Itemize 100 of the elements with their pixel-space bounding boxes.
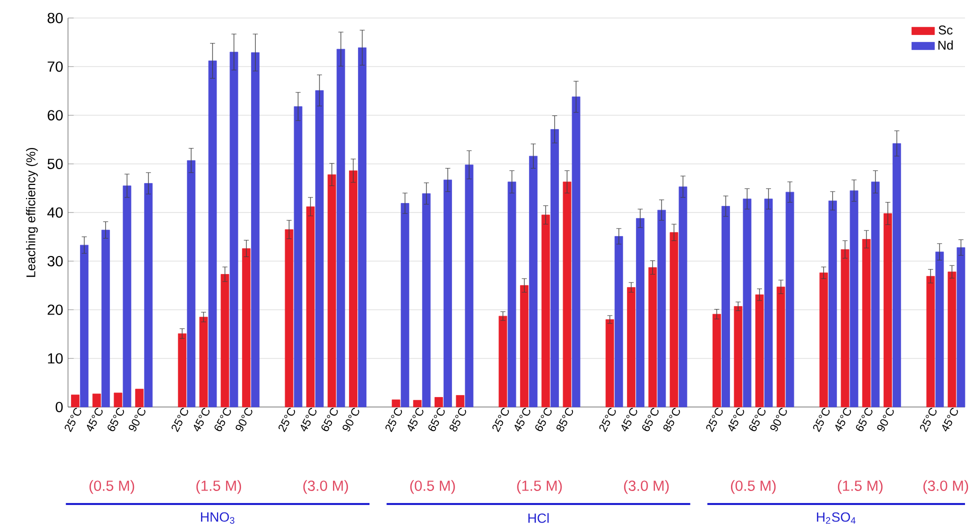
bar [208, 60, 217, 408]
bar [242, 248, 251, 408]
x-tick-label: 25°C [813, 408, 830, 432]
x-tick-label: 25°C [706, 408, 723, 432]
y-tick-label: 10 [48, 353, 63, 364]
x-tick-label: 45°C [408, 408, 424, 432]
text: (3.0 M) [624, 480, 669, 494]
bar [498, 316, 508, 408]
x-tick-label: 90°C [236, 408, 252, 432]
bar [892, 143, 902, 408]
bar [627, 287, 636, 408]
text: H$_{2}$SO$_{4}$ [816, 512, 856, 524]
x-tick-label: 90°C [128, 408, 146, 432]
bar [935, 252, 944, 408]
y-tick-label: 20 [48, 304, 63, 315]
x-tick-label: 45°C [942, 408, 958, 432]
bar [122, 186, 132, 408]
bar [614, 236, 624, 408]
x-tick-label: 65°C [749, 408, 766, 432]
bar [71, 394, 80, 408]
bar [742, 198, 752, 408]
bar [306, 206, 315, 408]
text: (0.5 M) [730, 480, 776, 494]
x-tick-label: 25°C [64, 408, 82, 432]
legend-label: Sc [938, 26, 953, 35]
x-tick-label: 45°C [86, 408, 103, 432]
bar [251, 52, 260, 408]
bar [464, 164, 474, 408]
bar [456, 395, 464, 408]
text: (3.0 M) [923, 480, 968, 494]
bar [144, 183, 153, 408]
bar [422, 193, 431, 408]
text: HNO$_{3}$ [201, 512, 234, 524]
x-tick-label: 25°C [172, 408, 188, 432]
bar [101, 230, 110, 408]
bar [657, 210, 666, 408]
y-tick-label: 70 [48, 61, 63, 72]
bar [828, 200, 837, 408]
bar [444, 180, 452, 408]
bar [199, 316, 208, 408]
bar [284, 229, 294, 408]
bar [520, 285, 529, 408]
bar [178, 333, 186, 408]
x-tick-label: 25°C [385, 408, 402, 432]
x-tick-label: 85°C [450, 408, 466, 432]
bar [678, 186, 688, 408]
bar [220, 274, 230, 408]
bar [392, 400, 400, 408]
y-tick-label: 60 [48, 110, 63, 120]
bar [648, 267, 657, 408]
x-tick-label: 45°C [514, 408, 530, 432]
text: (0.5 M) [410, 480, 455, 494]
bar [871, 182, 880, 408]
bar [636, 218, 644, 408]
bar [508, 182, 516, 408]
bar [550, 129, 559, 408]
bar [529, 156, 538, 408]
bar [562, 182, 572, 408]
bar [572, 96, 580, 408]
x-tick-label: 90°C [770, 408, 787, 432]
bar [606, 319, 614, 408]
bar [92, 394, 101, 408]
y-tick-label: 50 [48, 158, 63, 170]
x-tick-label: 45°C [835, 408, 852, 432]
text: (1.5 M) [838, 480, 883, 494]
bar [948, 272, 956, 408]
bar [840, 249, 850, 408]
bar [80, 244, 88, 408]
bar [956, 247, 966, 408]
x-tick-label: 65°C [214, 408, 231, 432]
y-tick-label: 30 [48, 256, 63, 266]
x-tick-label: 25°C [920, 408, 937, 432]
bar [294, 106, 302, 408]
bar [434, 397, 443, 408]
text: (0.5 M) [90, 480, 134, 494]
bar [328, 174, 336, 408]
bar [315, 90, 324, 408]
x-tick-label: 65°C [535, 408, 552, 432]
bar [722, 206, 730, 408]
bar [186, 160, 196, 408]
bar [734, 306, 742, 408]
bar [776, 286, 786, 408]
bar [349, 170, 358, 408]
bar [336, 48, 346, 408]
x-tick-label: 65°C [856, 408, 872, 432]
bar [712, 314, 721, 408]
y-tick-label: 80 [48, 12, 63, 24]
x-tick-label: 45°C [728, 408, 744, 432]
y-tick-label: 40 [47, 207, 63, 218]
y-axis-title: Leaching efficiency (%) [26, 148, 38, 277]
bar [400, 203, 410, 408]
bar [755, 294, 764, 408]
x-tick-label: 65°C [428, 408, 445, 432]
text: (1.5 M) [196, 480, 242, 494]
bar [358, 47, 366, 408]
x-tick-label: 65°C [642, 408, 659, 432]
bar [819, 272, 828, 408]
legend-label: Nd [938, 40, 953, 50]
x-tick-label: 65°C [321, 408, 338, 432]
x-tick-label: 85°C [556, 408, 574, 432]
